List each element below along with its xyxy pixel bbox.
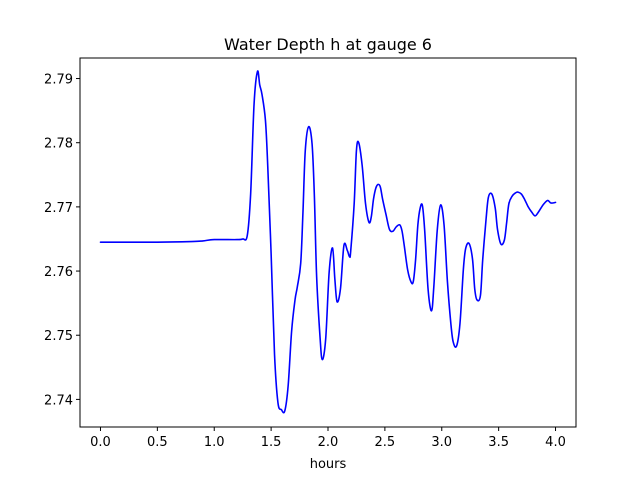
y-tick-label: 2.79 [44,73,73,88]
chart-title: Water Depth h at gauge 6 [224,35,432,54]
x-tick-label: 0.0 [90,435,111,450]
x-tick-label: 3.0 [431,435,452,450]
y-tick-label: 2.75 [44,329,73,344]
y-tick-label: 2.74 [44,393,73,408]
x-tick-label: 2.0 [318,435,339,450]
x-axis: 0.0 0.5 1.0 1.5 2.0 2.5 3.0 3.5 4.0 [90,427,566,450]
y-tick-label: 2.76 [44,265,73,280]
x-tick-label: 2.5 [375,435,396,450]
plot-frame [79,57,577,428]
y-tick-label: 2.78 [44,137,73,152]
x-axis-label: hours [310,457,347,472]
x-tick-label: 3.5 [488,435,509,450]
water-depth-series-line [99,70,557,414]
x-tick-label: 1.0 [204,435,225,450]
y-tick-label: 2.77 [44,201,73,216]
x-tick-label: 4.0 [545,435,566,450]
x-tick-label: 0.5 [147,435,168,450]
y-axis: 2.74 2.75 2.76 2.77 2.78 2.79 [44,73,80,408]
x-tick-label: 1.5 [261,435,282,450]
